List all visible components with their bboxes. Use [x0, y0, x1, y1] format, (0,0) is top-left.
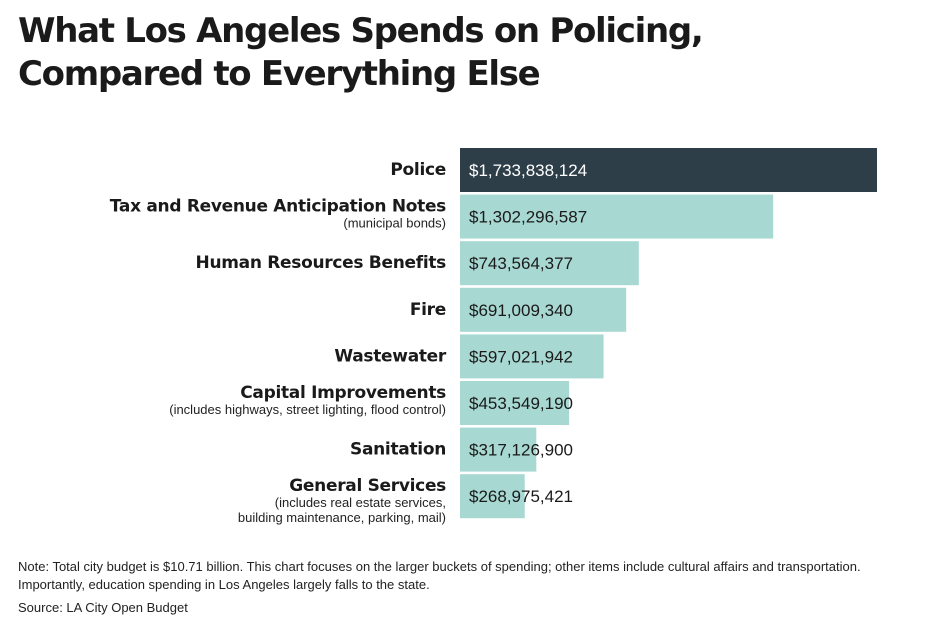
- bar: [460, 381, 570, 425]
- category-sublabel: building maintenance, parking, mail): [238, 510, 446, 525]
- bar-value-label: $1,733,838,124: [469, 161, 587, 180]
- bar-value-label: $691,009,340: [469, 301, 573, 320]
- chart-source: Source: LA City Open Budget: [18, 600, 188, 615]
- chart-title-line-2: Compared to Everything Else: [18, 54, 541, 94]
- bar-value-label: $317,126,900: [469, 441, 573, 460]
- category-sublabel: (municipal bonds): [343, 216, 446, 231]
- bar: [460, 474, 525, 519]
- bar: [460, 334, 604, 379]
- bar-value-label: $453,549,190: [469, 394, 573, 413]
- chart-note: Note: Total city budget is $10.71 billio…: [18, 559, 861, 592]
- bar-group: $1,302,296,587 Tax and Revenue Anticipati…: [110, 194, 774, 239]
- bar-group: $317,126,900 Sanitation: [350, 427, 573, 472]
- bar-value-label: $597,021,942: [469, 347, 573, 366]
- category-label: Human Resources Benefits: [196, 253, 447, 273]
- category-label: Tax and Revenue Anticipation Notes: [110, 197, 446, 217]
- bar-group: $597,021,942 Wastewater: [334, 334, 604, 379]
- category-label: Capital Improvements: [240, 383, 446, 403]
- bar-value-label: $268,975,421: [469, 487, 573, 506]
- bar-group: $268,975,421 General Services(includes re…: [238, 474, 573, 525]
- category-label: Wastewater: [334, 346, 447, 366]
- bar: [460, 194, 774, 239]
- bar: [460, 241, 639, 286]
- category-label: Fire: [410, 300, 446, 320]
- bar-group: $453,549,190 Capital Improvements(include…: [169, 381, 573, 425]
- category-sublabel: (includes real estate services,: [275, 495, 446, 510]
- category-sublabel: (includes highways, street lighting, flo…: [169, 402, 446, 417]
- bar-group: $691,009,340 Fire: [410, 287, 627, 332]
- bar-value-label: $1,302,296,587: [469, 208, 587, 227]
- chart-title-line-1: What Los Angeles Spends on Policing,: [18, 11, 704, 51]
- chart-title: What Los Angeles Spends on Policing, Com…: [18, 10, 704, 96]
- bar: [460, 287, 627, 332]
- bar: [460, 148, 877, 192]
- category-label: Police: [390, 160, 446, 180]
- bar-group: $1,733,838,124 Police: [390, 148, 877, 192]
- category-label: General Services: [289, 476, 446, 496]
- bar: [460, 427, 537, 472]
- bar-chart: $1,733,838,124 Police $1,302,296,587 Tax an…: [110, 148, 877, 525]
- category-label: Sanitation: [350, 440, 446, 460]
- bar-value-label: $743,564,377: [469, 254, 573, 273]
- bar-group: $743,564,377 Human Resources Benefits: [196, 241, 639, 286]
